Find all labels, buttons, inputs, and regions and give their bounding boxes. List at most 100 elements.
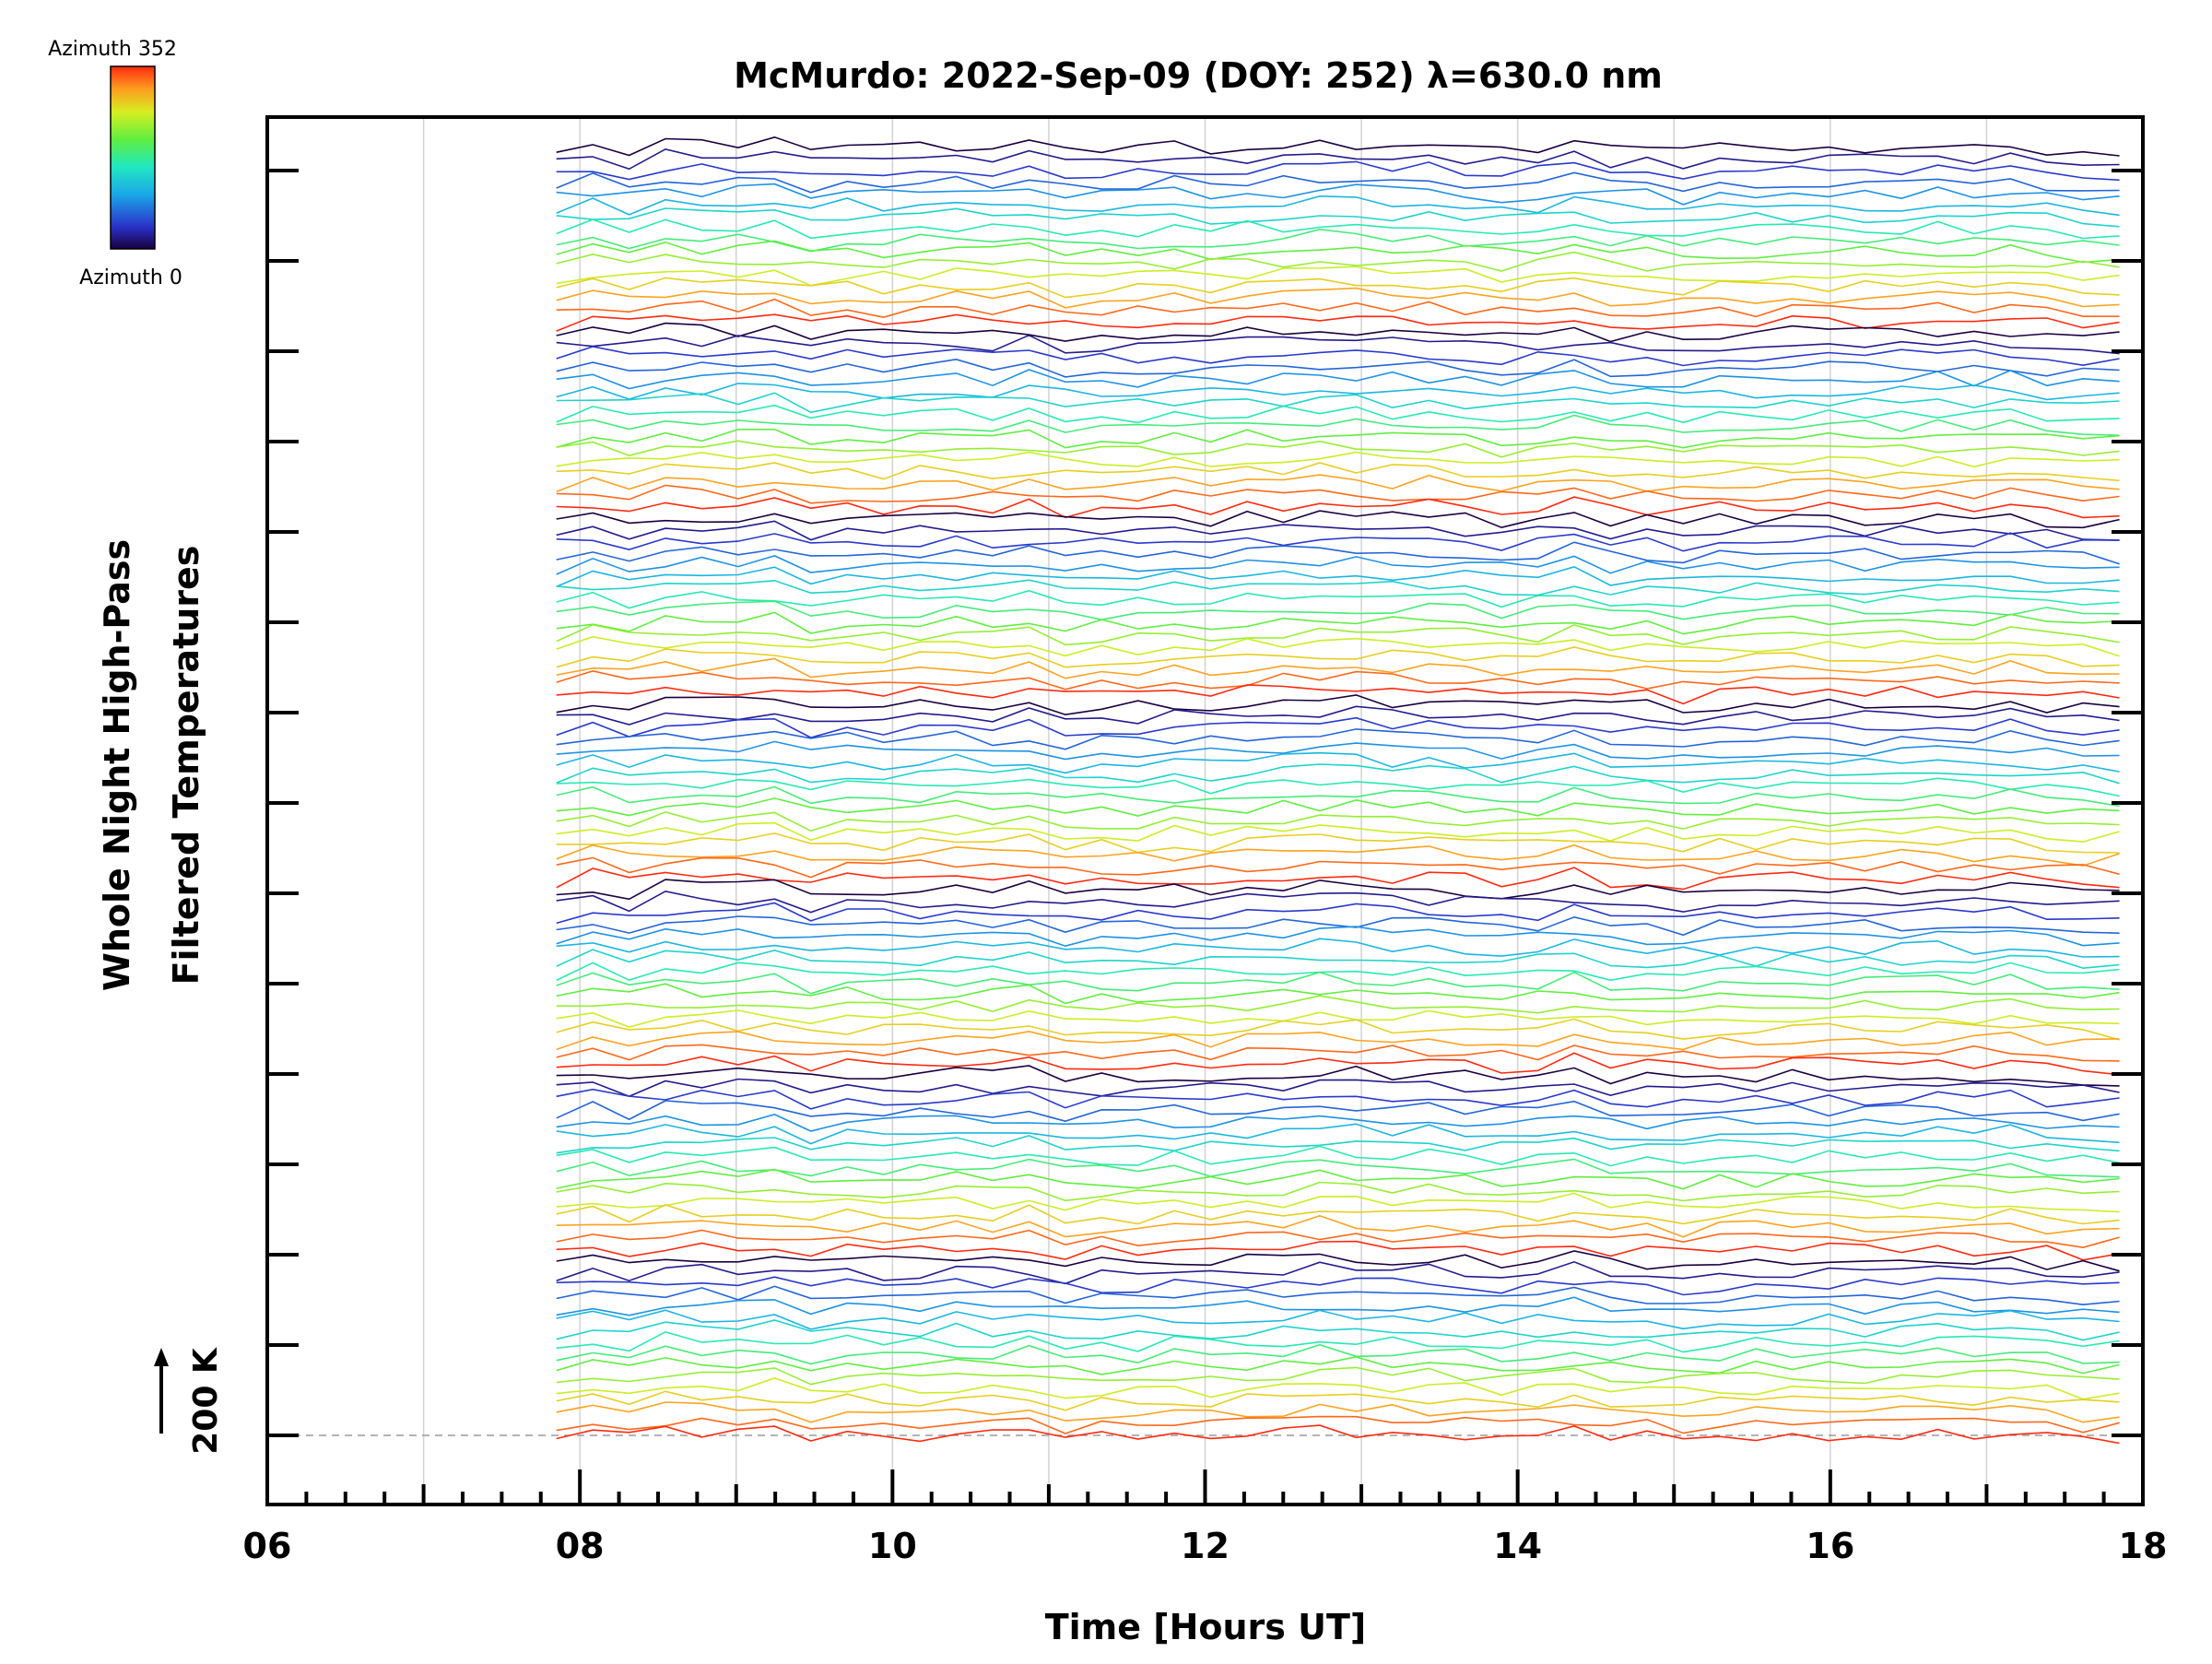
temperature-trace xyxy=(556,832,2120,854)
temperature-trace xyxy=(556,1009,2120,1028)
temperature-trace xyxy=(556,902,2120,925)
temperature-trace xyxy=(556,705,2120,726)
temperature-trace xyxy=(556,890,2120,914)
y-axis-label-line2: Filtered Temperatures xyxy=(166,546,206,985)
temperature-trace xyxy=(556,1366,2120,1386)
temperature-trace xyxy=(556,520,2120,541)
temperature-trace xyxy=(556,971,2120,995)
temperature-trace xyxy=(556,1044,2120,1062)
temperature-trace xyxy=(556,1052,2120,1076)
temperature-trace xyxy=(556,1260,2120,1285)
temperature-trace xyxy=(556,915,2120,937)
temperature-trace xyxy=(556,949,2120,970)
temperature-trace xyxy=(556,1296,2120,1316)
temperature-trace xyxy=(556,1415,2120,1434)
temperature-trace xyxy=(556,579,2120,596)
x-tick-label: 08 xyxy=(556,1526,605,1566)
temperature-trace xyxy=(556,962,2120,982)
x-tick-labels: 06 08 10 12 14 16 18 xyxy=(243,1526,2168,1566)
temperature-trace xyxy=(556,1158,2120,1178)
temperature-trace xyxy=(556,218,2120,240)
x-tick-label: 16 xyxy=(1806,1526,1854,1566)
temperature-trace xyxy=(556,1390,2120,1411)
temperature-trace xyxy=(556,1319,2120,1341)
x-tick-label: 14 xyxy=(1493,1526,1542,1566)
x-tick-label: 12 xyxy=(1181,1526,1230,1566)
temperature-trace xyxy=(556,240,2120,264)
temperature-trace xyxy=(556,611,2120,635)
temperature-trace xyxy=(556,358,2120,378)
temperature-trace xyxy=(556,369,2120,390)
temperature-trace xyxy=(556,926,2120,948)
temperature-trace xyxy=(556,1204,2120,1225)
temperature-trace xyxy=(556,684,2120,705)
temperature-trace xyxy=(556,171,2120,194)
axis-ticks xyxy=(265,169,2145,1505)
colorbar-top-label: Azimuth 352 xyxy=(48,38,177,61)
temperature-trace xyxy=(556,440,2120,458)
temperature-trace xyxy=(556,635,2120,657)
chart-title: McMurdo: 2022-Sep-09 (DOY: 252) λ=630.0 … xyxy=(734,55,1663,96)
temperature-trace xyxy=(556,183,2120,206)
temperature-trace xyxy=(556,462,2120,482)
temperature-trace xyxy=(556,287,2120,309)
temperature-trace xyxy=(556,1424,2120,1445)
temperature-trace xyxy=(556,600,2120,621)
temperature-trace xyxy=(556,1285,2120,1306)
temperature-trace xyxy=(556,251,2120,272)
temperature-trace xyxy=(556,160,2120,182)
x-tick-label: 10 xyxy=(868,1526,917,1566)
temperature-trace xyxy=(556,383,2120,401)
temperature-trace xyxy=(556,740,2120,761)
temperature-trace xyxy=(556,136,2120,157)
temperature-trace xyxy=(556,1276,2120,1296)
temperature-trace xyxy=(556,1078,2120,1098)
temperature-trace xyxy=(556,1401,2120,1423)
temperature-trace xyxy=(556,1229,2120,1249)
temperature-trace xyxy=(556,821,2120,843)
temperature-trace xyxy=(556,195,2120,217)
temperature-trace xyxy=(556,867,2120,891)
grid-lines xyxy=(422,117,1988,1505)
temperature-trace xyxy=(556,1377,2120,1400)
temperature-trace xyxy=(556,1088,2120,1110)
temperature-trace xyxy=(556,694,2120,716)
temperature-trace xyxy=(556,404,2120,424)
temperature-trace xyxy=(556,541,2120,565)
temperature-trace xyxy=(556,510,2120,529)
temperature-trace xyxy=(556,451,2120,468)
temperature-trace xyxy=(556,1030,2120,1051)
temperature-trace xyxy=(556,623,2120,646)
temperature-trace xyxy=(556,657,2120,679)
y-axis-label-line1: Whole Night High-Pass xyxy=(97,539,137,991)
temperature-trace xyxy=(556,1250,2120,1272)
temperature-trace xyxy=(556,1240,2120,1261)
temperature-trace xyxy=(556,532,2120,552)
temperature-trace xyxy=(556,414,2120,436)
temperature-trace xyxy=(556,428,2120,449)
temperature-trace xyxy=(556,496,2120,519)
temperature-trace xyxy=(556,474,2120,493)
temperature-trace xyxy=(556,277,2120,299)
temperature-trace xyxy=(556,322,2120,343)
x-tick-label: 06 xyxy=(243,1526,292,1566)
temperature-trace xyxy=(556,879,2120,901)
temperature-trace xyxy=(556,1192,2120,1213)
temperature-trace xyxy=(556,785,2120,808)
temperature-trace xyxy=(556,313,2120,332)
temperature-trace xyxy=(556,1214,2120,1238)
x-axis-label: Time [Hours UT] xyxy=(1045,1607,1367,1647)
temperature-trace xyxy=(556,298,2120,319)
temperature-trace xyxy=(556,777,2120,797)
temperature-trace xyxy=(556,995,2120,1014)
temperature-trace xyxy=(556,983,2120,1005)
scale-bar: 200 K xyxy=(154,1347,225,1455)
temperature-trace xyxy=(556,1135,2120,1154)
temperature-trace xyxy=(556,1181,2120,1202)
x-tick-label: 18 xyxy=(2119,1526,2168,1566)
colorbar xyxy=(110,65,156,250)
temperature-trace xyxy=(556,1145,2120,1167)
temperature-trace xyxy=(556,797,2120,817)
